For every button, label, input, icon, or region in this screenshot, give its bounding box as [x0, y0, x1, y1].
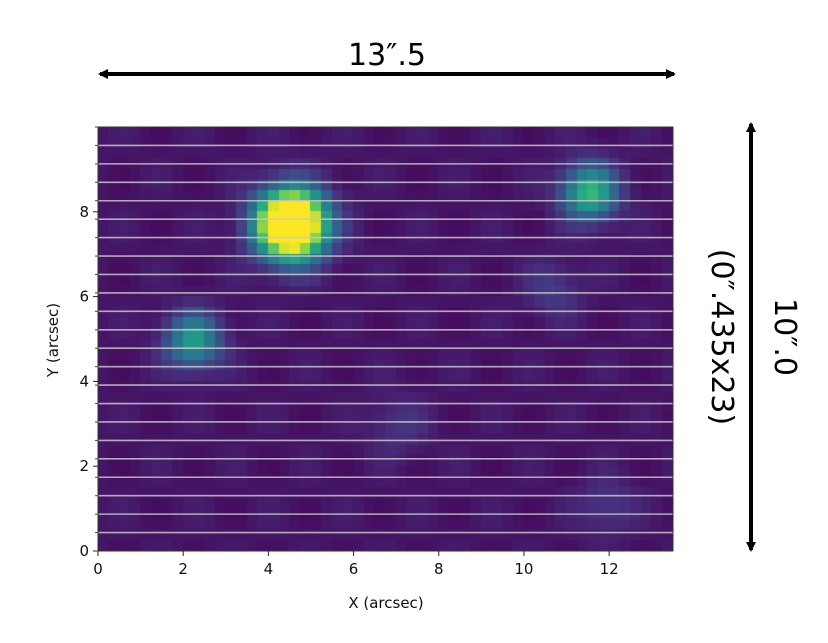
x-tick-label: 10	[514, 560, 533, 578]
x-tick-label: 8	[434, 560, 444, 578]
slit-lines	[98, 144, 673, 534]
x-axis-title: X (arcsec)	[348, 594, 423, 612]
plot-area	[97, 126, 674, 552]
x-tick-label: 12	[600, 560, 619, 578]
x-tick-label: 6	[349, 560, 359, 578]
y-axis-title: Y (arcsec)	[44, 303, 62, 378]
width-dimension: 13″.5	[98, 38, 676, 79]
x-tick-label: 0	[93, 560, 103, 578]
y-tick-label: 2	[79, 457, 89, 475]
y-axis: 0 2 4 6 8	[79, 126, 98, 560]
y-tick-label: 6	[79, 288, 89, 306]
x-axis: 0 2 4 6 8 10 12	[93, 551, 619, 578]
heatmap-image	[98, 127, 673, 551]
width-label: 13″.5	[348, 38, 426, 73]
y-tick-label: 8	[79, 203, 89, 221]
height-sublabel: (0″.435x23)	[704, 249, 739, 425]
y-tick-label: 4	[79, 372, 89, 390]
plot-frame	[97, 126, 674, 552]
x-tick-label: 2	[178, 560, 188, 578]
height-label: 10″.0	[767, 298, 802, 376]
y-tick-label: 0	[79, 542, 89, 560]
x-tick-label: 4	[264, 560, 274, 578]
height-dimension: 10″.0 (0″.435x23)	[704, 122, 802, 552]
